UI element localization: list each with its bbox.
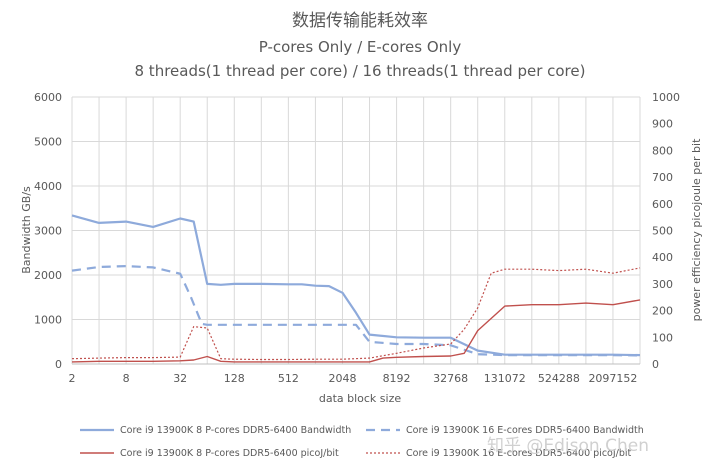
series-line-2 (71, 299, 641, 363)
y-right-tick-600: 600 (652, 198, 673, 211)
y-left-tick-1000: 1000 (34, 314, 62, 327)
legend-label-3: Core i9 13900K 16 E-cores DDR5-6400 pico… (406, 448, 632, 459)
y-left-tick-5000: 5000 (34, 136, 62, 149)
y-left-tick-6000: 6000 (34, 91, 62, 104)
y-right-tick-300: 300 (652, 278, 673, 291)
y-right-tick-700: 700 (652, 171, 673, 184)
series-line-1 (71, 265, 641, 357)
x-tick-32768: 32768 (433, 372, 468, 385)
y-left-tick-4000: 4000 (34, 180, 62, 193)
x-axis-label: data block size (319, 392, 402, 405)
chart-subtitle-1: P-cores Only / E-cores Only (259, 38, 462, 56)
gridlines (71, 96, 641, 365)
series-lines (71, 214, 641, 363)
series-line-3 (71, 267, 641, 361)
y-left-axis-label: Bandwidth GB/s (20, 186, 33, 274)
y-right-tick-0: 0 (652, 358, 659, 371)
y-right-tick-1000: 1000 (652, 91, 680, 104)
legend-label-0: Core i9 13900K 8 P-cores DDR5-6400 Bandw… (120, 425, 351, 436)
watermark: 知乎 @Edison Chen (487, 436, 649, 456)
y-right-tick-800: 800 (652, 144, 673, 157)
x-tick-2097152: 2097152 (588, 372, 637, 385)
x-tick-2048: 2048 (328, 372, 356, 385)
y-left-tick-labels: 0 1000 2000 3000 4000 5000 6000 (34, 91, 62, 371)
y-left-tick-3000: 3000 (34, 225, 62, 238)
x-tick-labels: 2 8 32 128 512 2048 8192 32768 131072 524288 20971… (69, 372, 638, 385)
chart-subtitle-2: 8 threads(1 thread per core) / 16 thread… (135, 62, 586, 80)
y-right-tick-400: 400 (652, 251, 673, 264)
legend-label-2: Core i9 13900K 8 P-cores DDR5-6400 picoJ… (120, 448, 339, 459)
y-right-tick-200: 200 (652, 305, 673, 318)
y-right-axis-label: power efficiency picojoule per bit (690, 138, 703, 321)
y-left-tick-2000: 2000 (34, 269, 62, 282)
x-tick-2: 2 (69, 372, 76, 385)
y-right-tick-labels: 0 100 200 300 400 500 600 700 800 900 1000 (652, 91, 680, 371)
legend-label-1: Core i9 13900K 16 E-cores DDR5-6400 Band… (406, 425, 644, 436)
x-tick-512: 512 (278, 372, 299, 385)
legend: Core i9 13900K 8 P-cores DDR5-6400 Bandw… (80, 425, 644, 459)
x-tick-131072: 131072 (484, 372, 526, 385)
x-tick-524288: 524288 (538, 372, 580, 385)
chart-title: 数据传输能耗效率 (292, 11, 428, 31)
x-tick-8192: 8192 (383, 372, 411, 385)
x-tick-128: 128 (224, 372, 245, 385)
y-right-tick-100: 100 (652, 331, 673, 344)
y-right-tick-900: 900 (652, 118, 673, 131)
y-left-tick-0: 0 (55, 358, 62, 371)
series-line-0 (71, 214, 641, 357)
x-tick-32: 32 (173, 372, 187, 385)
x-tick-8: 8 (123, 372, 130, 385)
y-right-tick-500: 500 (652, 225, 673, 238)
